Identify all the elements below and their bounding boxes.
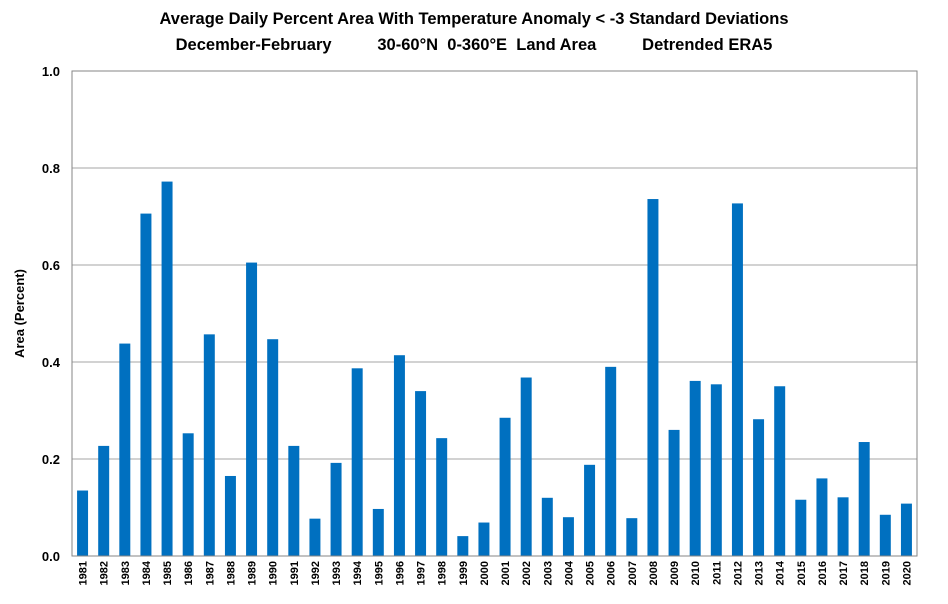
bar-2014	[774, 386, 786, 556]
bar-1999	[457, 536, 469, 556]
bar-2003	[541, 497, 553, 556]
y-tick-label: 0.2	[42, 452, 60, 467]
x-tick-label: 2006	[606, 561, 618, 585]
y-tick-label: 1.0	[42, 64, 60, 79]
y-tick-label: 0.0	[42, 549, 60, 564]
gridlines	[72, 70, 917, 557]
x-tick-label: 1996	[394, 561, 406, 585]
x-tick-label: 1993	[331, 561, 343, 585]
bar-1988	[224, 475, 236, 556]
x-tick-label: 1982	[99, 561, 111, 585]
bar-2018	[858, 442, 870, 556]
bar-2016	[816, 478, 828, 556]
y-tick-label: 0.8	[42, 161, 60, 176]
bar-1984	[140, 213, 152, 556]
x-tick-label: 1995	[373, 561, 385, 585]
x-tick-label: 2003	[542, 561, 554, 585]
x-tick-label: 2010	[690, 561, 702, 585]
chart-title: Average Daily Percent Area With Temperat…	[159, 10, 789, 28]
x-tick-label: 1990	[268, 561, 280, 585]
x-tick-label: 2013	[754, 561, 766, 585]
bar-2008	[647, 199, 659, 557]
bar-1982	[98, 445, 110, 556]
x-tick-label: 2002	[521, 561, 533, 585]
bar-2001	[499, 417, 511, 556]
x-tick-label: 2000	[479, 561, 491, 585]
x-tick-label: 1989	[247, 561, 259, 585]
bar-1986	[182, 433, 194, 556]
x-tick-label: 1988	[225, 561, 237, 585]
x-tick-label: 1991	[289, 561, 301, 585]
bar-2017	[837, 497, 849, 556]
x-tick-label: 2020	[901, 561, 913, 585]
bar-2007	[626, 518, 638, 556]
x-tick-label: 1997	[416, 561, 428, 585]
x-tick-label: 2004	[563, 560, 575, 585]
bar-1998	[436, 438, 448, 556]
x-tick-label: 2007	[627, 561, 639, 585]
bar-2004	[562, 517, 574, 556]
x-tick-label: 1983	[120, 561, 132, 585]
x-tick-label: 1986	[183, 561, 195, 585]
x-tick-label: 1998	[437, 561, 449, 585]
bar-2006	[605, 366, 617, 556]
y-tick-label: 0.6	[42, 258, 60, 273]
bar-1987	[203, 334, 215, 556]
plot-frame	[71, 70, 918, 557]
bar-1994	[351, 368, 363, 556]
bar-2005	[584, 464, 596, 556]
x-tick-label: 1999	[458, 561, 470, 585]
y-axis-label: Area (Percent)	[12, 269, 27, 358]
x-tick-label: 2016	[817, 561, 829, 585]
x-tick-label: 2017	[838, 561, 850, 585]
bar-1981	[77, 490, 89, 556]
x-tick-label: 1985	[162, 561, 174, 585]
bar-2011	[710, 384, 722, 556]
x-tick-label: 2019	[880, 561, 892, 585]
bar-2020	[900, 503, 912, 556]
bar-1985	[161, 181, 173, 556]
bar-1992	[309, 518, 321, 556]
x-tick-label: 2009	[669, 561, 681, 585]
bar-2015	[795, 499, 807, 556]
y-axis-ticks: 0.0 0.2 0.4 0.6 0.8 1.0	[42, 64, 61, 564]
x-tick-label: 2005	[585, 561, 597, 585]
bar-2013	[753, 419, 765, 556]
x-tick-label: 2011	[711, 561, 723, 585]
x-tick-label: 1992	[310, 561, 322, 585]
bar-2012	[731, 203, 743, 556]
bar-1989	[246, 262, 258, 556]
x-axis-ticks: 1981 1982 1983 1984 1985 1986 1987 1988 1989 1990…	[78, 560, 914, 585]
bar-1983	[119, 343, 131, 556]
bar-2010	[689, 380, 701, 556]
x-tick-label: 2015	[796, 561, 808, 585]
chart-subtitle: December-February 30-60°N 0-360°E Land A…	[175, 36, 773, 54]
bar-1995	[372, 508, 384, 556]
x-tick-label: 1984	[141, 560, 153, 585]
x-tick-label: 2001	[500, 561, 512, 585]
bar-1990	[267, 339, 279, 556]
x-tick-label: 1987	[204, 561, 216, 585]
bar-2019	[879, 514, 891, 556]
x-tick-label: 2014	[775, 560, 787, 585]
x-tick-label: 2008	[648, 561, 660, 585]
bars	[77, 181, 912, 557]
x-tick-label: 2018	[859, 561, 871, 585]
bar-1993	[330, 462, 342, 556]
x-tick-label: 2012	[732, 561, 744, 585]
bar-2002	[520, 377, 532, 556]
bar-1997	[415, 391, 427, 556]
bar-1991	[288, 445, 300, 556]
bar-1996	[393, 355, 405, 556]
bar-2009	[668, 429, 680, 556]
x-tick-label: 1981	[78, 561, 90, 585]
y-tick-label: 0.4	[42, 355, 61, 370]
x-tick-label: 1994	[352, 560, 364, 585]
bar-2000	[478, 522, 490, 556]
